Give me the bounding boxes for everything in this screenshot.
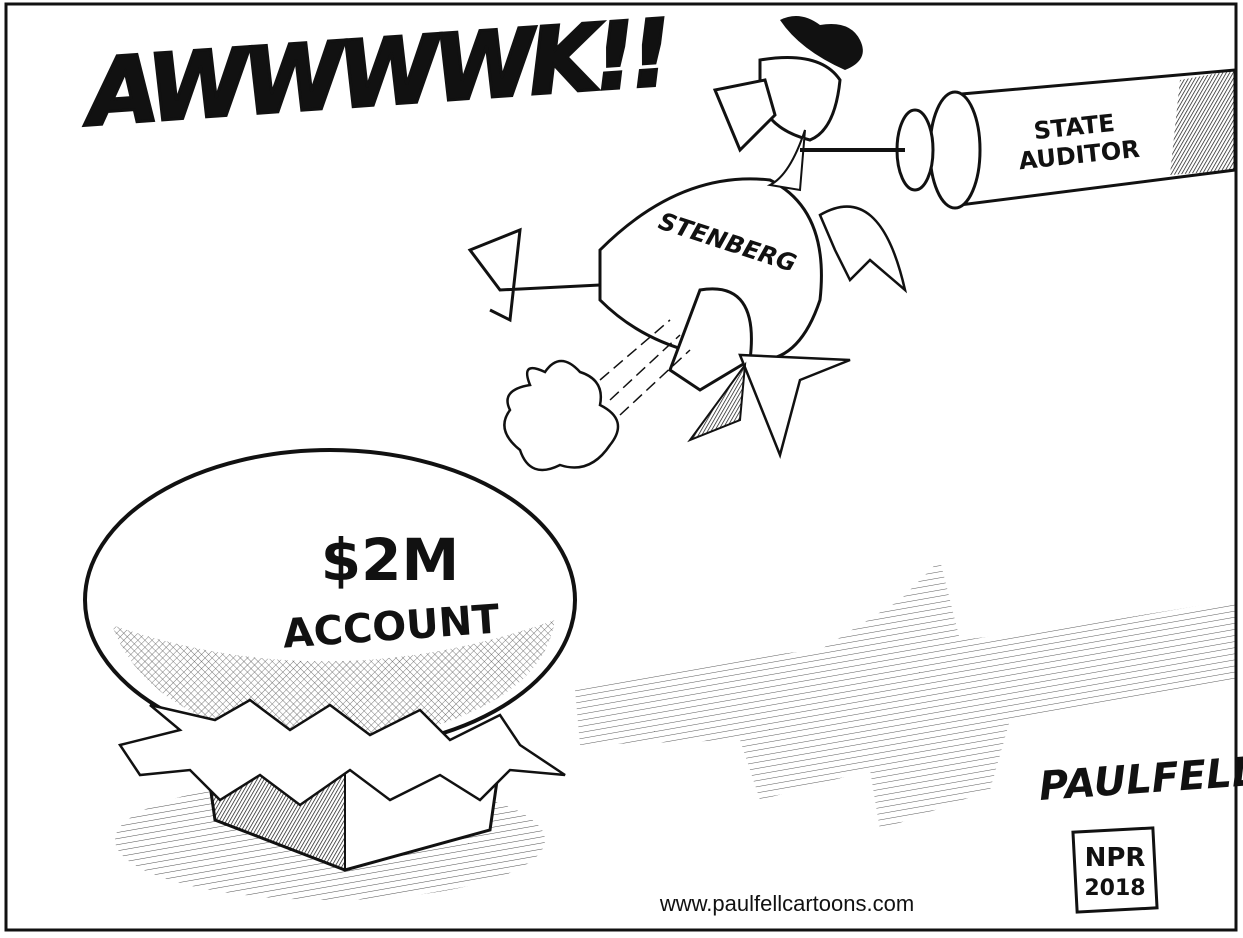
egg-amount: $2M [321,526,459,594]
stamp-line-1: NPR [1085,843,1146,873]
page: {"cartoon": { "sound_effect": "AWWWWK!!"… [0,0,1243,938]
stamp-line-2: 2018 [1084,876,1145,901]
cannon-shade [1170,70,1235,175]
cannon-mouth [930,92,980,208]
website: www.paulfellcartoons.com [659,891,914,916]
cartoon: AWWWWK!! $2M ACCOUNT STATE AUDITOR STENB… [0,0,1243,938]
